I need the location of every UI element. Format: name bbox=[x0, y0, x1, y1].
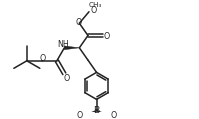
Text: B: B bbox=[93, 106, 100, 115]
Polygon shape bbox=[64, 46, 79, 50]
Text: O: O bbox=[91, 6, 97, 15]
Text: O: O bbox=[103, 32, 110, 41]
Text: O: O bbox=[75, 18, 82, 27]
Text: CH₃: CH₃ bbox=[89, 2, 102, 8]
Text: NH: NH bbox=[58, 40, 69, 49]
Text: O: O bbox=[77, 111, 83, 119]
Text: O: O bbox=[110, 111, 116, 119]
Text: O: O bbox=[40, 54, 46, 63]
Text: O: O bbox=[63, 74, 69, 83]
